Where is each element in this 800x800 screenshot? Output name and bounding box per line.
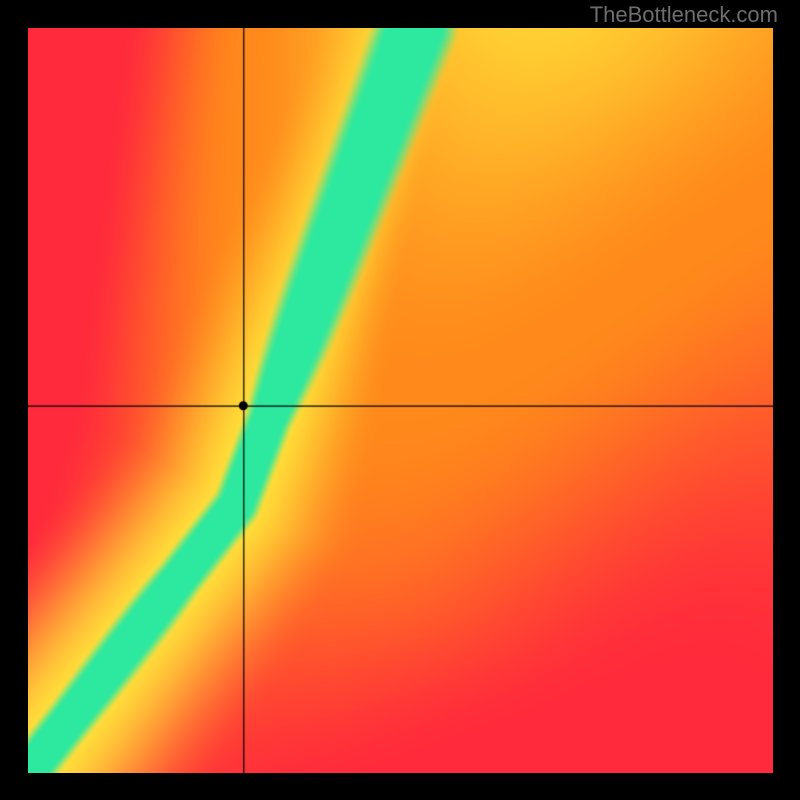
bottleneck-heatmap <box>28 28 773 773</box>
watermark-text: TheBottleneck.com <box>590 2 778 28</box>
chart-container: TheBottleneck.com <box>0 0 800 800</box>
